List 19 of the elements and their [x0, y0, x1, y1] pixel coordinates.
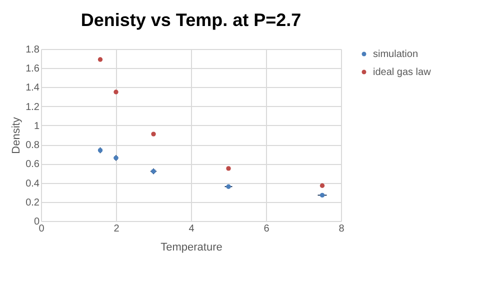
y-tick-label: 1.6 — [26, 64, 40, 75]
y-tick-label: 1 — [34, 120, 40, 132]
y-tick-label: 0.6 — [26, 159, 40, 170]
y-tick-label: 1.4 — [26, 82, 40, 94]
y-tick-label: 0 — [34, 216, 40, 228]
x-tick-label: 2 — [114, 224, 120, 234]
y-tick-label: 1.2 — [26, 102, 40, 113]
x-axis-title: Temperature — [160, 242, 222, 254]
y-tick-label: 0.2 — [26, 197, 40, 208]
y-tick-label: 0.4 — [26, 178, 40, 190]
x-tick-label: 8 — [338, 224, 345, 234]
x-tick-label: 4 — [188, 224, 195, 234]
y-axis-title: Density — [10, 116, 23, 154]
x-tick-label: 6 — [264, 224, 270, 234]
chart-title: Denisty vs Temp. at P=2.7 — [80, 10, 302, 30]
y-tick-label: 0.8 — [26, 140, 40, 152]
y-tick-label: 1.8 — [26, 44, 40, 56]
legend-label: simulation — [373, 49, 418, 60]
legend-label: ideal gas law — [373, 67, 432, 78]
